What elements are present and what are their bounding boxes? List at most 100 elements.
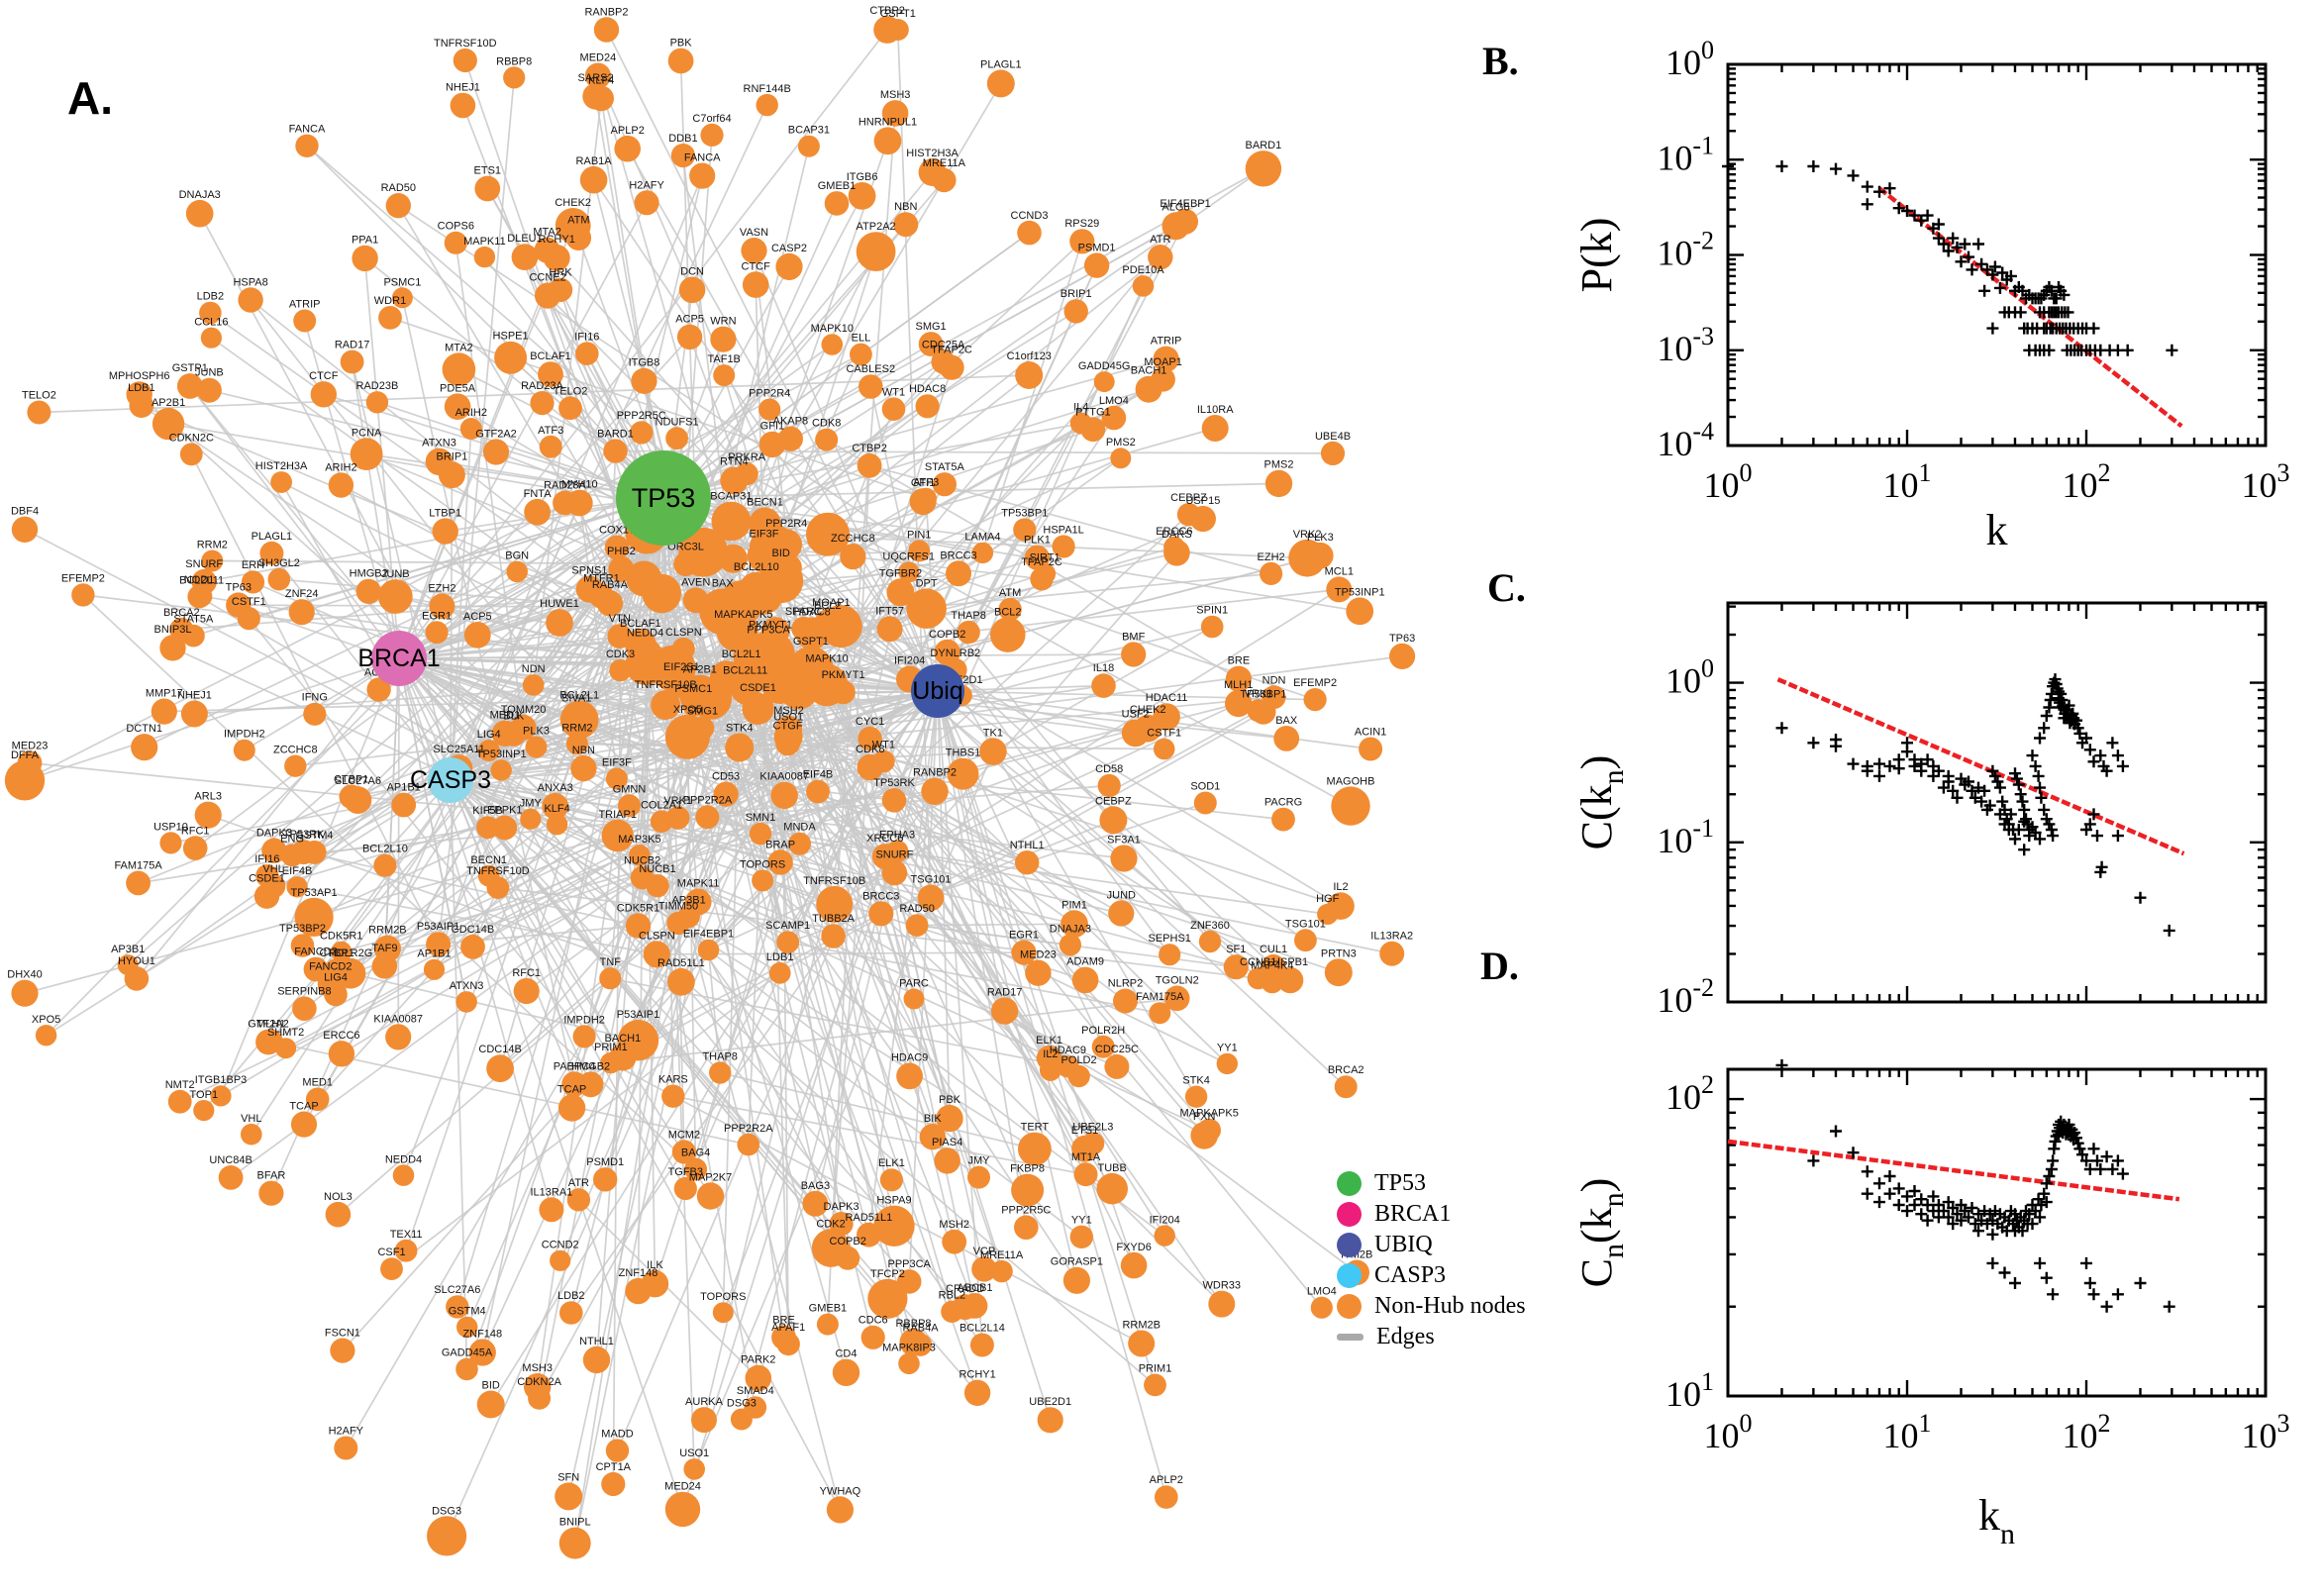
network-node-label: HUWE1 [540,598,579,610]
network-node [565,733,588,755]
network-edge [45,432,643,1037]
data-point [2083,818,2096,831]
data-point [1978,284,1991,297]
network-node-label: PLK3 [523,726,550,738]
hub-label: Ubiq [912,677,962,705]
network-node [1113,988,1138,1014]
network-node-label: BAX [1275,715,1298,727]
network-node [524,498,551,526]
network-node [579,165,608,194]
network-node [350,438,383,470]
hub-circle [428,757,473,803]
x-tick-label: 103 [2242,1409,2290,1455]
network-node [490,759,512,781]
network-node [520,808,542,830]
network-node-label: CCL16 [194,317,228,329]
network-node-label: EZH2 [1258,551,1285,563]
network-node [331,941,353,962]
data-point [1991,775,2004,788]
data-point [1883,182,1896,195]
network-edge [367,497,664,593]
network-edge [779,727,1149,863]
network-node-label: PTTG1 [1075,406,1110,418]
network-node-label: SNURF [875,849,913,861]
x-tick-label: 102 [2063,1409,2111,1455]
network-node-label: THBS1 [946,748,980,759]
network-node-label: TP53BP1 [1240,688,1286,700]
data-point [1983,799,1996,812]
network-node [671,1140,697,1164]
data-point [1969,1218,1981,1231]
data-point [2091,1154,2103,1167]
network-node-label: PPP2R4 [765,518,807,530]
network-node [35,1025,57,1047]
network-node [919,1124,946,1150]
network-node-label: NTHL1 [1010,840,1045,851]
network-node [1062,1266,1090,1294]
network-node-label: TELO2 [22,389,56,401]
network-node [1225,665,1252,692]
network-node-label: RRM2 [197,540,228,551]
network-edge [937,626,1213,692]
data-point [1947,1218,1960,1231]
network-node-label: BID [772,548,790,559]
hub-node-casp3: CASP3 [410,757,491,803]
network-node-label: ATXN3 [450,980,484,992]
network-node-label: TIMM50 [658,901,698,913]
data-point [1966,1202,1978,1214]
network-edge [24,657,400,782]
network-node-label: TP63 [1389,633,1415,645]
network-node-label: BRCC3 [862,890,899,902]
network-node [664,1491,701,1528]
network-node-label: POLD2 [1061,1054,1097,1066]
network-node-label: SFN [557,1471,579,1483]
network-node [546,609,573,637]
network-node [651,690,681,720]
data-point [2121,344,2134,356]
network-node-label: STK4 [726,723,754,735]
x-tick-label: 103 [2242,458,2290,505]
data-point [1873,1196,1885,1209]
network-edge [314,779,452,853]
network-node [1197,1118,1221,1143]
network-node [1193,791,1217,815]
network-node-label: IFI16 [254,853,279,865]
network-node [881,788,907,813]
data-point [1993,281,2006,294]
network-node-label: ATM [999,587,1021,599]
network-node [1024,545,1050,570]
plot-frame [1726,601,2268,1004]
network-node-label: PCNA [352,427,382,439]
data-point [2100,1300,2113,1313]
network-node-label: MRE11A [923,157,966,169]
network-node-label: PPP2R5C [617,410,666,422]
network-node-label: NDN [522,663,546,675]
network-node-label: IMPDH2 [563,1014,605,1026]
data-point [2012,778,2025,791]
network-node [151,698,177,725]
network-node-label: PLAGL1 [252,531,293,543]
network-node [340,349,364,374]
network-node-label: PPP3CA [747,624,790,636]
network-node [201,549,224,572]
network-node-label: APAF1 [771,1322,805,1334]
network-node [898,561,920,583]
legend-label: BRCA1 [1374,1201,1452,1227]
network-node-label: STAT5A [925,461,965,473]
network-node-label: WRN [710,316,736,328]
network-node [503,66,526,89]
network-node-label: TCAP [557,1083,586,1095]
network-node [456,1316,478,1339]
data-point [2016,284,2029,297]
network-node-label: POLR2H [1081,1025,1125,1037]
network-node-label: TGFB3 [668,1166,703,1178]
network-node [468,1339,496,1366]
network-node-label: DSG3 [727,1398,757,1410]
network-node [385,1024,412,1050]
network-node [288,599,315,626]
network-node-label: ZNF24 [285,588,319,600]
network-node [294,897,334,938]
network-node [474,175,501,202]
x-tick-label: 101 [1883,1409,1932,1455]
network-node [491,720,519,747]
